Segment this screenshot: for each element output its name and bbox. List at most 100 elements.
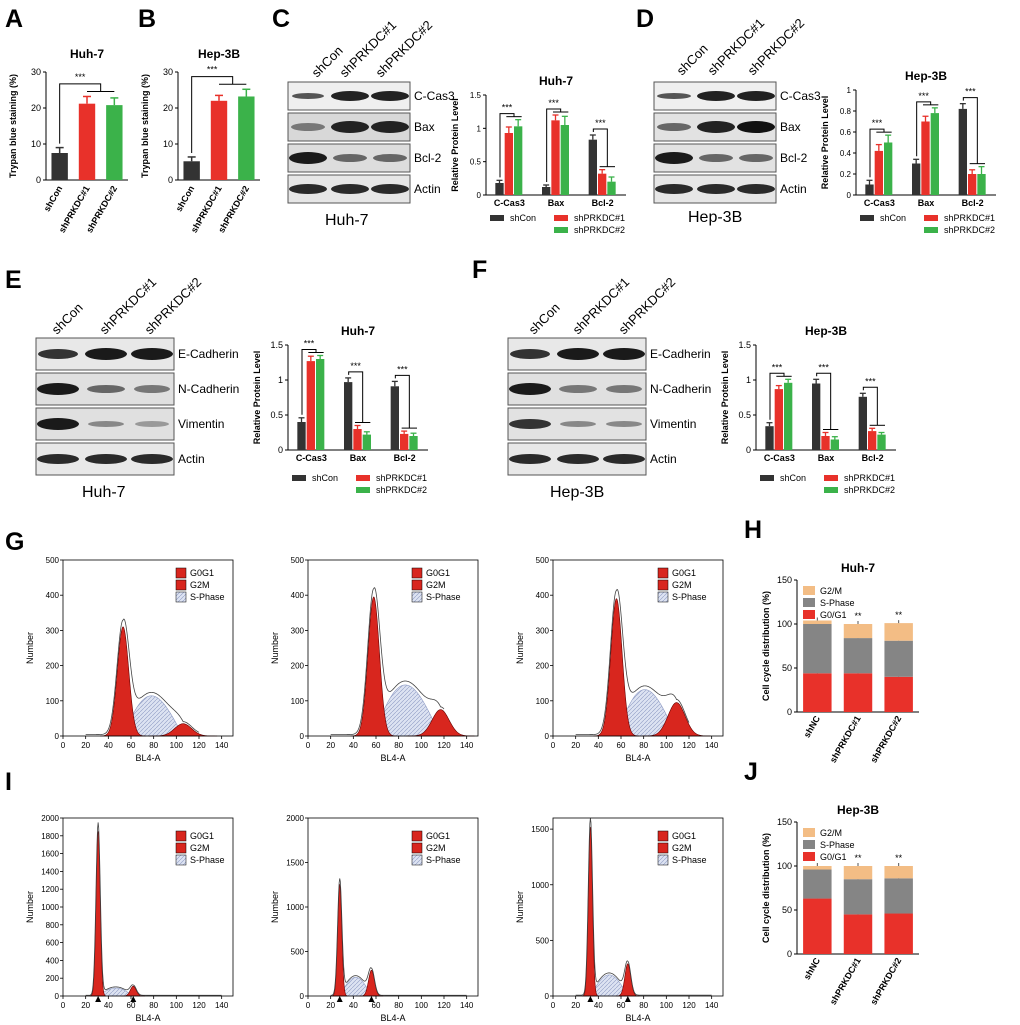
x-tick-label: 60: [127, 1001, 136, 1010]
significance-bracket: [816, 372, 832, 430]
panel-letter-b: B: [138, 5, 156, 33]
blot-band: [603, 454, 645, 464]
bar: [821, 436, 830, 450]
histogram-legends: G0G1 G2M S-Phase G0G1 G2M S-Phase G0G1 G…: [175, 567, 707, 866]
y-tick-label: 1000: [41, 903, 59, 912]
legend-swatch-sphase: [411, 854, 423, 866]
blot-band: [88, 421, 124, 427]
x-tick-label: 0: [551, 1001, 556, 1010]
blot-band: [559, 385, 597, 393]
significance-bracket: [59, 83, 102, 144]
y-tick-label: 0: [55, 732, 60, 741]
plot-frame: [307, 559, 479, 737]
legend-label: G2M: [190, 843, 210, 853]
legend-label: shPRKDC#1: [376, 473, 427, 483]
blot-band: [737, 184, 775, 194]
chart-legend: G2/M S-Phase G0/G1: [803, 586, 855, 620]
significance-label: ***: [818, 362, 829, 372]
y-tick-label: 400: [536, 591, 550, 600]
bar-segment: [843, 879, 873, 915]
legend-label: shPRKDC#1: [944, 213, 995, 223]
y-tick-label: 0.2: [840, 170, 852, 179]
legend-swatch: [803, 598, 815, 607]
blot-band: [331, 91, 369, 101]
blot-column-label: shCon: [309, 43, 346, 80]
significance-bracket: [546, 108, 562, 182]
y-tick-label: 1400: [41, 867, 59, 876]
y-tick-label: 1: [746, 375, 751, 385]
legend-swatch: [803, 610, 815, 619]
y-tick-label: 2000: [41, 814, 59, 823]
blot-cell-line: Hep-3B: [688, 209, 742, 226]
x-tick-label: 60: [617, 1001, 626, 1010]
y-tick-label: 0: [787, 707, 792, 717]
x-tick-label: 100: [415, 1001, 429, 1010]
y-axis-label: Relative Protein Level: [720, 351, 730, 445]
x-tick-label: C-Cas3: [494, 198, 525, 208]
blot-band: [37, 383, 79, 395]
x-tick-label: 40: [104, 1001, 113, 1010]
y-tick-label: 200: [291, 662, 305, 671]
y-tick-label: 0.4: [840, 149, 852, 158]
legend-label: G2/M: [820, 828, 842, 838]
y-tick-label: 500: [536, 556, 550, 565]
y-tick-label: 0: [746, 445, 751, 455]
bar-segment: [884, 676, 913, 712]
bar: [598, 173, 607, 195]
y-axis-label: Number: [25, 891, 35, 923]
blot-band: [697, 184, 735, 194]
legend-label: S-Phase: [820, 840, 855, 850]
y-tick-label: 0: [300, 732, 305, 741]
y-tick-label: 0: [477, 191, 482, 200]
y-tick-label: 0.6: [840, 128, 852, 137]
y-tick-label: 0: [36, 175, 41, 185]
significance-bracket: [769, 372, 785, 420]
y-tick-label: 20: [163, 103, 173, 113]
panel-letter-h: H: [744, 516, 762, 544]
y-tick-label: 20: [31, 103, 41, 113]
histogram-g0g1-peak: [593, 598, 640, 737]
chart-legend: shCon shPRKDC#1 shPRKDC#2: [860, 213, 995, 235]
y-tick-label: 0: [545, 732, 550, 741]
blot-band: [509, 419, 551, 429]
x-tick-label: 80: [394, 1001, 403, 1010]
bar: [968, 174, 977, 195]
legend-swatch: [803, 852, 815, 861]
grouped-bar-chart-e: Huh-7 Relative Protein Level 0 0.5 1 1.5 C-Cas…: [252, 324, 428, 495]
stacked-bar-chart-h: Huh-7 Cell cycle distribution (%) 0 50 100 15…: [761, 561, 919, 764]
legend-swatch-g0g1: [175, 567, 187, 579]
significance-label: ***: [304, 339, 315, 349]
y-tick-label: 800: [46, 921, 60, 930]
histogram-legend: G0G1 G2M S-Phase: [175, 567, 225, 603]
x-tick-label: 140: [705, 741, 719, 750]
y-tick-label: 1: [477, 124, 482, 133]
y-axis-label: Relative Protein Level: [252, 351, 262, 445]
stacked-bar-chart-j: Hep-3B Cell cycle distribution (%) 0 50 100 1…: [761, 803, 919, 1006]
legend-swatch: [860, 215, 874, 221]
blot-band: [289, 152, 327, 164]
bar-segment: [884, 878, 913, 914]
blot-protein-label: N-Cadherin: [650, 382, 711, 396]
bar-segment: [803, 866, 832, 870]
x-tick-label: 20: [326, 1001, 335, 1010]
x-tick-label: 0: [61, 741, 66, 750]
bar-segment: [843, 638, 873, 674]
y-axis-label: Number: [515, 632, 525, 664]
legend-label: shPRKDC#2: [376, 485, 427, 495]
blot-band: [606, 385, 642, 393]
bar-segment: [884, 623, 913, 641]
significance-bracket: [869, 128, 885, 178]
chart-title: Huh-7: [70, 47, 104, 61]
significance-label: ***: [350, 361, 361, 371]
grouped-bar-chart-f: Hep-3B Relative Protein Level 0 0.5 1 1.5 C-Ca…: [720, 324, 896, 495]
blot-protein-label: Bax: [414, 120, 435, 134]
blot-band: [291, 123, 325, 131]
blot-protein-label: Actin: [780, 182, 807, 196]
blot-column-label: shCon: [674, 41, 711, 78]
blot-cell-line: Huh-7: [325, 212, 369, 229]
y-tick-label: 200: [46, 974, 60, 983]
blot-protein-label: E-Cadherin: [650, 347, 711, 361]
x-tick-label: 20: [326, 741, 335, 750]
y-tick-label: 100: [46, 697, 60, 706]
x-tick-label: 120: [437, 1001, 451, 1010]
